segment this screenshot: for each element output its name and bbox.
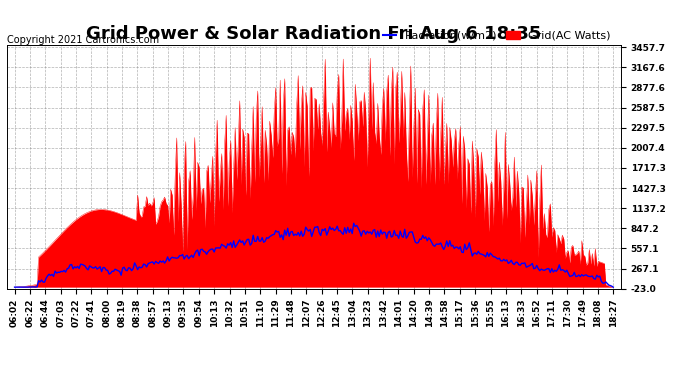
Legend: Radiation(w/m2), Grid(AC Watts): Radiation(w/m2), Grid(AC Watts) bbox=[378, 26, 615, 45]
Title: Grid Power & Solar Radiation Fri Aug 6 18:35: Grid Power & Solar Radiation Fri Aug 6 1… bbox=[86, 26, 542, 44]
Text: Copyright 2021 Cartronics.com: Copyright 2021 Cartronics.com bbox=[7, 35, 159, 45]
